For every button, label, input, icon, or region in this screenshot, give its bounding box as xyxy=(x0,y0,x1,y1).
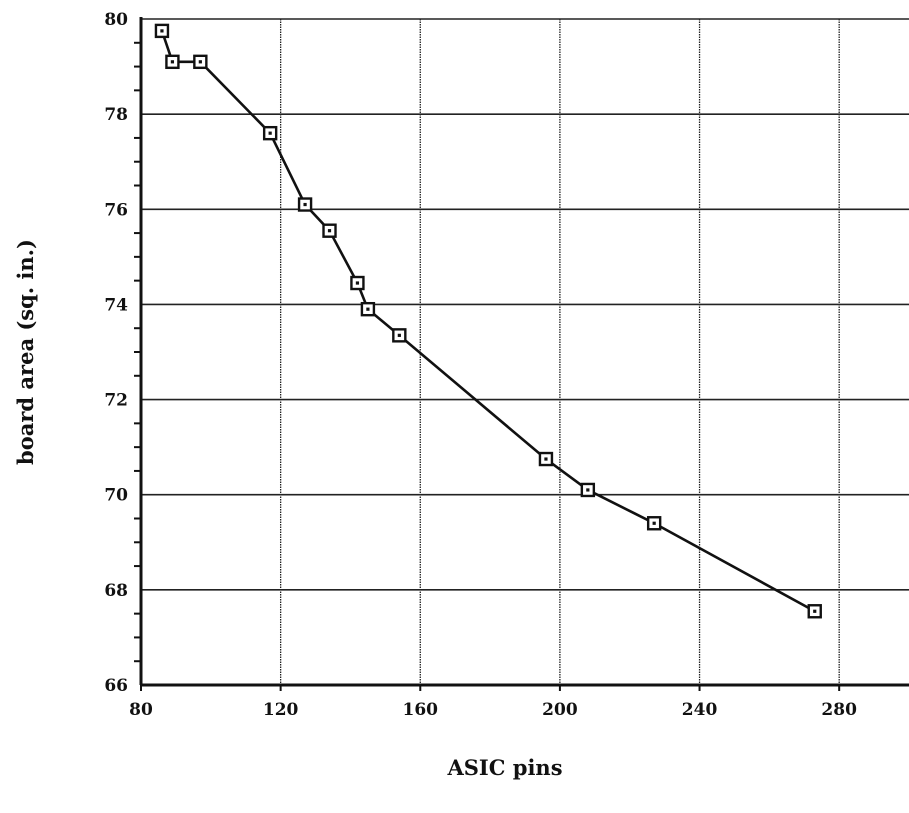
marker-center xyxy=(328,229,331,232)
marker-center xyxy=(586,488,589,491)
data-point-marker xyxy=(166,56,178,68)
y-tick-labels: 66 68 70 72 74 76 78 80 xyxy=(104,10,128,696)
series-line xyxy=(162,31,815,611)
marker-center xyxy=(398,334,401,337)
marker-center xyxy=(171,60,174,63)
y-tick-label: 78 xyxy=(104,105,128,125)
y-tick-label: 72 xyxy=(104,391,128,411)
data-point-marker xyxy=(393,329,405,341)
x-tick-label: 200 xyxy=(542,700,578,720)
marker-center xyxy=(544,457,547,460)
x-tick-labels: 80 120 160 200 240 280 xyxy=(129,700,857,720)
y-tick-label: 74 xyxy=(104,295,128,315)
x-tick-label: 120 xyxy=(263,700,299,720)
y-axis-title: board area (sq. in.) xyxy=(13,239,38,465)
marker-center xyxy=(303,203,306,206)
y-tick-label: 80 xyxy=(104,10,128,30)
marker-center xyxy=(813,610,816,613)
marker-center xyxy=(366,308,369,311)
marker-center xyxy=(653,522,656,525)
data-point-marker xyxy=(194,56,206,68)
x-tick-label: 240 xyxy=(682,700,718,720)
data-point-marker xyxy=(540,453,552,465)
x-tick-label: 160 xyxy=(403,700,439,720)
y-tick-label: 70 xyxy=(104,486,128,506)
data-point-marker xyxy=(264,127,276,139)
marker-center xyxy=(269,132,272,135)
data-point-marker xyxy=(809,605,821,617)
marker-center xyxy=(199,60,202,63)
x-tick-label: 280 xyxy=(821,700,857,720)
y-tick-label: 76 xyxy=(104,200,128,220)
y-tick-label: 66 xyxy=(104,676,128,696)
marker-center xyxy=(160,29,163,32)
data-point-marker xyxy=(362,303,374,315)
data-point-marker xyxy=(648,517,660,529)
data-point-marker xyxy=(299,199,311,211)
x-axis-title: ASIC pins xyxy=(446,755,562,780)
y-tick-label: 68 xyxy=(104,581,128,601)
data-point-marker xyxy=(582,484,594,496)
data-point-marker xyxy=(351,277,363,289)
x-tick-label: 80 xyxy=(129,700,153,720)
minor-ticks xyxy=(134,43,839,691)
marker-center xyxy=(356,281,359,284)
data-point-marker xyxy=(156,25,168,37)
data-point-marker xyxy=(324,225,336,237)
